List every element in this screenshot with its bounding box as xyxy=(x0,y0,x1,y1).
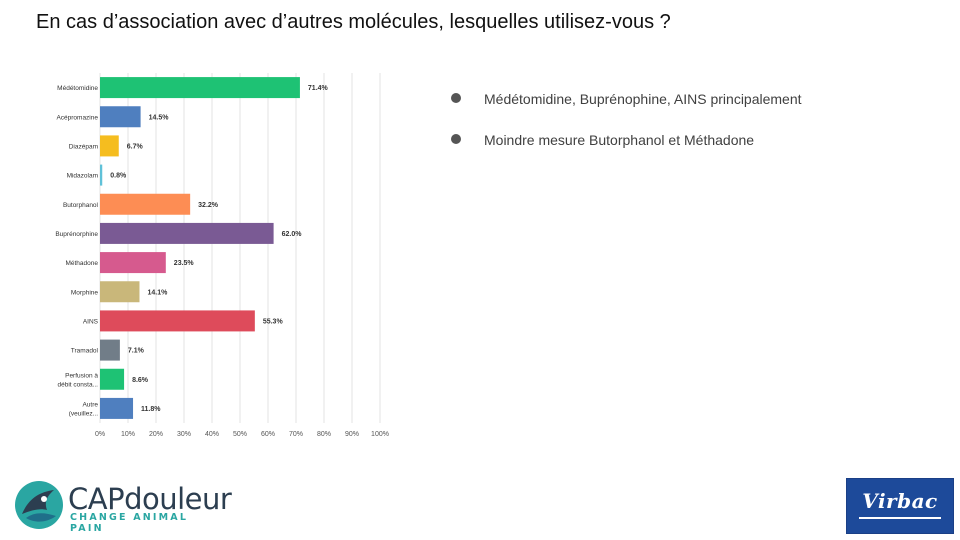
capdouleur-wordmark: CAPdouleur xyxy=(68,482,232,516)
bar xyxy=(100,222,274,244)
capdouleur-emblem-icon xyxy=(15,481,63,529)
x-tick-label: 100% xyxy=(371,431,389,438)
bullet-item: Moindre mesure Butorphanol et Méthadone xyxy=(448,129,802,170)
category-label: Tramadol xyxy=(71,348,99,355)
capdouleur-logo: CAPdouleur CHANGE ANIMAL PAIN xyxy=(14,478,232,534)
virbac-wordmark: Virbac xyxy=(862,489,938,513)
bullet-text: Médétomidine, Buprénophine, AINS princip… xyxy=(484,91,802,107)
category-label: Diazépam xyxy=(69,143,98,150)
x-tick-label: 60% xyxy=(261,431,275,438)
x-tick-label: 80% xyxy=(317,431,331,438)
value-label: 0.8% xyxy=(110,173,127,180)
x-tick-label: 20% xyxy=(149,431,163,438)
value-label: 23.5% xyxy=(174,260,195,267)
category-label: Autre xyxy=(82,401,98,408)
value-label: 8.6% xyxy=(132,377,149,384)
category-label: AINS xyxy=(83,318,99,325)
category-label: Médétomidine xyxy=(57,85,98,92)
value-label: 32.2% xyxy=(198,202,219,209)
category-label: Méthadone xyxy=(65,260,98,267)
virbac-logo: Virbac xyxy=(846,478,954,534)
bar xyxy=(100,368,125,390)
category-label: débit consta... xyxy=(58,381,99,388)
summary-bullets: Médétomidine, Buprénophine, AINS princip… xyxy=(448,88,802,170)
bar xyxy=(100,106,141,128)
bar xyxy=(100,339,120,361)
bar xyxy=(100,135,119,157)
value-label: 62.0% xyxy=(282,231,303,238)
x-tick-label: 10% xyxy=(121,431,135,438)
x-tick-label: 70% xyxy=(289,431,303,438)
bar xyxy=(100,77,300,99)
x-tick-label: 30% xyxy=(177,431,191,438)
value-label: 6.7% xyxy=(127,143,144,150)
value-label: 11.8% xyxy=(141,406,161,413)
bullet-dot-icon xyxy=(451,134,461,144)
category-label: Midazolam xyxy=(67,173,98,180)
x-tick-label: 90% xyxy=(345,431,359,438)
value-label: 14.1% xyxy=(147,289,168,296)
capdouleur-tagline: CHANGE ANIMAL PAIN xyxy=(70,512,189,534)
bar xyxy=(100,397,134,419)
bar xyxy=(100,252,166,274)
x-tick-label: 50% xyxy=(233,431,247,438)
category-label: Acépromazine xyxy=(56,114,98,121)
bullet-dot-icon xyxy=(451,93,461,103)
category-label: Perfusion à xyxy=(65,372,98,379)
bar xyxy=(100,310,255,332)
x-tick-label: 0% xyxy=(95,431,105,438)
value-label: 55.3% xyxy=(263,318,284,325)
chart-bars xyxy=(100,77,300,419)
bullet-text: Moindre mesure Butorphanol et Méthadone xyxy=(484,132,755,148)
category-label: Buprénorphine xyxy=(55,231,98,238)
chart-labels: 0% 10% 20% 30% 40% 50% 60% 70% 80% 90% 100% Médétom… xyxy=(55,85,389,438)
category-label: Morphine xyxy=(71,289,98,296)
value-label: 71.4% xyxy=(308,85,329,92)
x-tick-label: 40% xyxy=(205,431,219,438)
bullet-item: Médétomidine, Buprénophine, AINS princip… xyxy=(448,88,802,129)
value-label: 7.1% xyxy=(128,348,145,355)
category-label: Butorphanol xyxy=(63,202,99,209)
virbac-underline xyxy=(859,517,941,519)
slide-title: En cas d’association avec d’autres moléc… xyxy=(36,11,671,33)
chart-gridlines xyxy=(99,73,381,423)
bar xyxy=(100,193,191,215)
bar xyxy=(100,164,103,186)
bar xyxy=(100,281,140,303)
category-label: (veuillez... xyxy=(69,410,98,417)
value-label: 14.5% xyxy=(149,114,170,121)
